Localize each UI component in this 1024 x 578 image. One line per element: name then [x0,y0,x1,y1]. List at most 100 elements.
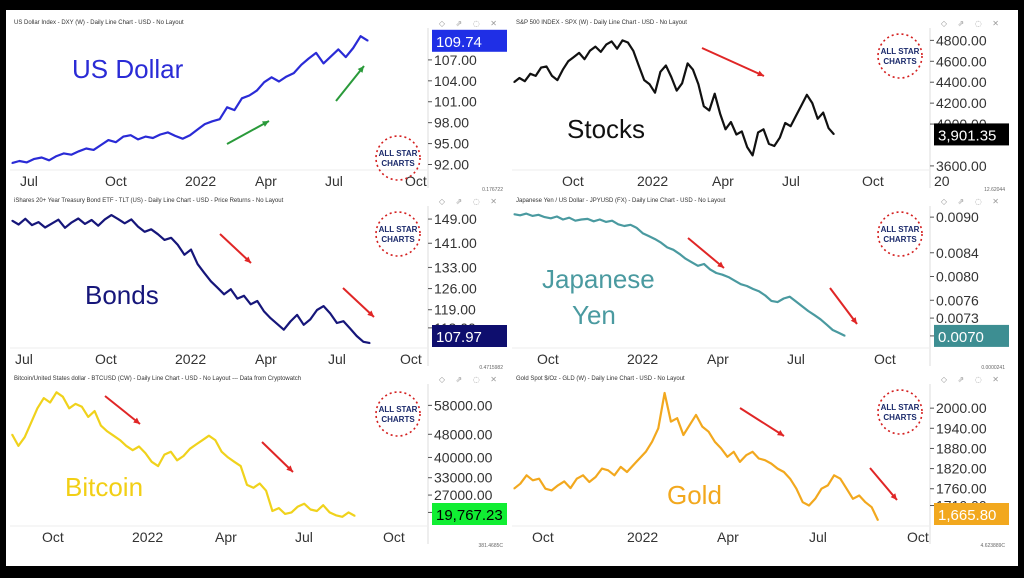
data-point [739,461,741,463]
data-point [820,488,823,490]
data-point [611,40,613,43]
data-point [348,511,350,514]
data-point [113,435,115,437]
data-point [290,511,293,514]
data-point [138,445,140,448]
data-point [223,293,225,295]
data-point [345,56,347,58]
data-point [556,215,558,218]
y-tick-label: 0.0076 [936,292,979,308]
data-point [177,244,179,246]
data-point [709,268,711,270]
data-point [71,221,73,223]
data-point [583,58,586,60]
data-point [833,474,835,476]
chart-panel-jpy[interactable]: Japanese Yen / US Dollar - JPYUSD (FX) -… [512,196,1009,372]
big-label: US Dollar [72,54,184,84]
data-point [68,407,70,409]
x-tick-label: Oct [907,529,929,545]
data-point [233,109,236,111]
data-point [159,133,161,136]
data-point [63,152,65,154]
data-point [230,288,232,290]
data-point [36,407,39,409]
y-tick-label: 141.00 [434,235,477,251]
x-tick-label: Jul [328,351,346,367]
x-tick-label: Apr [712,173,734,189]
data-point [707,431,710,433]
data-point [638,64,640,67]
data-point [77,217,79,220]
panel-toolbar-icons[interactable]: ◇ ⇗ ◌ ✕ [438,197,501,206]
data-point [197,263,199,265]
panel-toolbar-icons[interactable]: ◇ ⇗ ◌ ✕ [438,375,501,384]
data-point [703,105,705,107]
data-point [293,72,295,74]
data-point [538,478,540,480]
data-point [144,452,146,454]
x-tick-label: Oct [42,529,64,545]
panel-footer-value: 0.4715982 [479,365,503,371]
series-line-spx [513,39,835,157]
x-tick-label: Jul [325,173,343,189]
x-tick-label: Jul [787,351,805,367]
panel-header: Gold Spot $/Oz - GLD (W) - Daily Line Ch… [516,376,685,382]
data-point [676,417,678,419]
data-point [682,434,685,436]
trend-arrow-red-head [244,256,251,263]
data-point [130,134,132,136]
trend-arrow-red [739,407,785,437]
data-point [808,504,810,507]
x-tick-label: Apr [255,173,277,189]
chart-panel-gld[interactable]: Gold Spot $/Oz - GLD (W) - Daily Line Ch… [512,374,1009,550]
data-point [525,212,527,215]
chart-svg: 0.0090 0.0084 0.0080 0.0076 0.0073 0.0070 Oct 2… [512,206,1009,367]
data-point [226,106,228,108]
data-point [642,232,644,234]
data-point [329,312,331,314]
trend-arrow-red [104,395,141,425]
data-point [170,237,172,239]
data-point [26,161,28,164]
data-point [576,478,578,480]
chart-panel-spx[interactable]: S&P 500 INDEX - SPX (W) - Daily Line Cha… [512,18,1009,194]
data-point [283,329,285,331]
x-tick-label: Jul [782,173,800,189]
chart-panel-btc[interactable]: Bitcoin/United States dollar - BTCUSD (C… [10,374,507,550]
data-point [531,215,533,217]
y-tick-label: 107.00 [434,52,477,68]
data-point [316,510,318,512]
data-point [599,218,601,221]
y-tick-label: 4800.00 [936,32,987,48]
data-point [567,60,569,62]
panel-toolbar-icons[interactable]: ◇ ⇗ ◌ ✕ [940,375,1003,384]
current-value-label: 19,767.23 [436,507,503,524]
panel-toolbar-icons[interactable]: ◇ ⇗ ◌ ✕ [940,197,1003,206]
logo-text-line2: CHARTS [883,413,917,422]
data-point [758,290,760,292]
data-point [623,225,625,227]
data-point [248,94,250,97]
panel-toolbar-icons[interactable]: ◇ ⇗ ◌ ✕ [940,19,1003,28]
data-point [846,488,848,490]
data-point [822,111,824,114]
data-point [341,516,343,518]
data-point [752,154,754,157]
x-tick-label: 2022 [185,173,216,189]
panel-footer-value: 381.4685C [478,543,503,549]
x-tick-label: Jul [20,173,38,189]
data-point [24,436,26,438]
trend-arrow-red [701,47,765,77]
data-point [525,474,528,476]
data-point [174,135,176,137]
data-point [303,324,305,326]
chart-panel-tlt[interactable]: iShares 20+ Year Treasury Bond ETF - TLT… [10,196,507,372]
current-value-label: 3,901.35 [938,127,996,144]
data-point [721,274,724,276]
y-tick-label: 119.00 [434,302,476,318]
data-point [151,461,153,463]
y-tick-label: 0.0084 [936,245,979,261]
y-tick-label: 95.00 [434,136,469,152]
chart-panel-usd[interactable]: US Dollar Index - DXY (W) - Daily Line C… [10,18,507,194]
panel-toolbar-icons[interactable]: ◇ ⇗ ◌ ✕ [438,19,501,28]
